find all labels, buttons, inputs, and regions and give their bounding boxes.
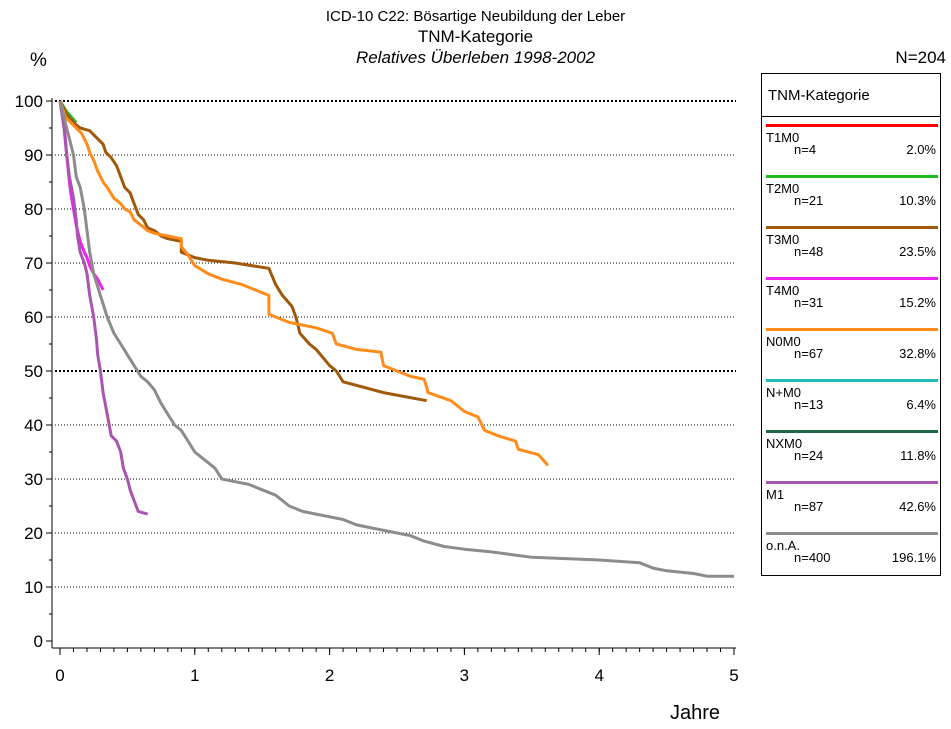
legend-series-name: N0M0: [766, 334, 801, 349]
legend-series-percent: 15.2%: [899, 295, 936, 310]
legend-series-name: T1M0: [766, 130, 800, 145]
legend-series-count: n=31: [794, 295, 824, 310]
x-tick-label: 3: [460, 666, 469, 685]
legend-item: NXM0 n=24 11.8%: [762, 430, 940, 480]
y-tick-label: 70: [24, 254, 43, 273]
legend-swatch: [766, 430, 938, 433]
chart-title: ICD-10 C22: Bösartige Neubildung der Leb…: [325, 8, 626, 25]
legend-series-count: n=4: [794, 142, 817, 157]
legend-swatch: [766, 328, 938, 331]
legend-series-count: n=400: [794, 550, 831, 565]
series-line-o-n-a-: [58, 100, 734, 578]
series-line-m1: [58, 100, 149, 516]
series-line-t3m0: [58, 100, 427, 403]
legend-series-percent: 23.5%: [899, 244, 936, 259]
chart-subtitle: TNM-Kategorie: [417, 27, 534, 46]
legend-swatch: [766, 175, 938, 178]
legend-swatch: [766, 124, 938, 127]
legend-series-percent: 6.4%: [906, 397, 936, 412]
legend-series-name: N+M0: [766, 385, 802, 400]
y-tick-label: 90: [24, 146, 43, 165]
legend-item: N+M0 n=13 6.4%: [762, 379, 940, 429]
y-tick-label: 60: [24, 308, 43, 327]
x-tick-label: 1: [190, 666, 199, 685]
legend-series-name: M1: [766, 487, 785, 502]
y-tick-label: 20: [24, 524, 43, 543]
y-tick-label: 50: [24, 362, 43, 381]
y-tick-label: 100: [15, 92, 43, 111]
total-count: N=204: [895, 48, 946, 67]
legend-series-percent: 10.3%: [899, 193, 936, 208]
legend-swatch: [766, 481, 938, 484]
legend-series-percent: 2.0%: [906, 142, 936, 157]
legend-swatch: [766, 226, 938, 229]
legend-series-percent: 32.8%: [899, 346, 936, 361]
legend-item: T2M0 n=21 10.3%: [762, 175, 940, 225]
legend-series-name: o.n.A.: [766, 538, 800, 553]
legend-series-count: n=13: [794, 397, 824, 412]
legend-item: T1M0 n=4 2.0%: [762, 124, 940, 174]
legend-series-name: T4M0: [766, 283, 800, 298]
legend-series-count: n=21: [794, 193, 824, 208]
legend-title: TNM-Kategorie: [762, 74, 940, 117]
x-tick-label: 2: [325, 666, 334, 685]
y-tick-label: 40: [24, 416, 43, 435]
series-line-n0m0: [58, 100, 550, 467]
legend-swatch: [766, 379, 938, 382]
legend-item: N0M0 n=67 32.8%: [762, 328, 940, 378]
y-axis-label: %: [30, 50, 47, 71]
legend-series-name: NXM0: [766, 436, 803, 451]
legend-series-count: n=24: [794, 448, 824, 463]
legend-series-percent: 42.6%: [899, 499, 936, 514]
x-tick-label: 0: [55, 666, 64, 685]
legend-item: M1 n=87 42.6%: [762, 481, 940, 531]
legend: TNM-Kategorie T1M0 n=4 2.0% T2M0 n=21 10.3% T3…: [761, 73, 941, 576]
chart-subtitle-period: Relatives Überleben 1998-2002: [355, 48, 596, 67]
y-tick-label: 0: [34, 632, 43, 651]
legend-item: o.n.A. n=400 196.1%: [762, 532, 940, 582]
legend-series-percent: 196.1%: [891, 550, 936, 565]
legend-series-name: T3M0: [766, 232, 800, 247]
legend-swatch: [766, 277, 938, 280]
legend-swatch: [766, 532, 938, 535]
legend-item: T3M0 n=48 23.5%: [762, 226, 940, 276]
legend-series-percent: 11.8%: [900, 448, 936, 463]
y-tick-label: 80: [24, 200, 43, 219]
y-tick-label: 10: [24, 578, 43, 597]
legend-series-count: n=87: [794, 499, 824, 514]
legend-series-count: n=67: [794, 346, 824, 361]
legend-item: T4M0 n=31 15.2%: [762, 277, 940, 327]
x-tick-label: 5: [729, 666, 738, 685]
legend-series-name: T2M0: [766, 181, 800, 196]
legend-series-count: n=48: [794, 244, 824, 259]
x-tick-label: 4: [594, 666, 603, 685]
y-tick-label: 30: [24, 470, 43, 489]
x-axis-label: Jahre: [670, 702, 721, 724]
